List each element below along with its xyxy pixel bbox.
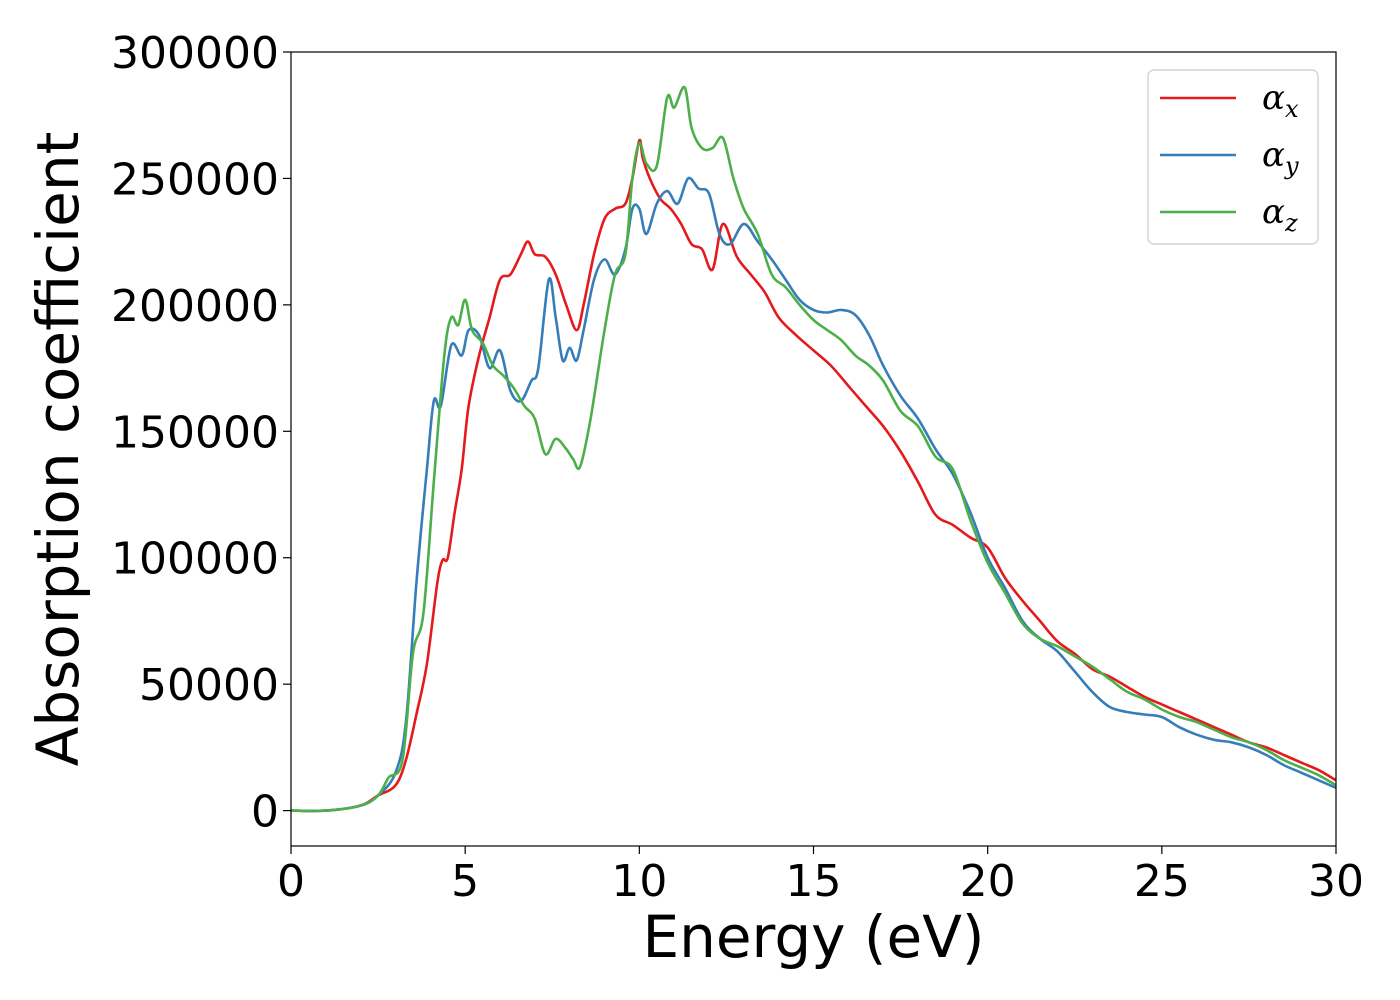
x-tick-label: 25 [1134, 856, 1190, 907]
x-tick-label: 0 [277, 856, 305, 907]
x-tick-label: 30 [1308, 856, 1364, 907]
series-layer [290, 85, 1337, 813]
x-axis-ticks: 0 5 10 15 20 25 30 [277, 846, 1364, 907]
y-tick-label: 150000 [111, 407, 279, 458]
series-line-y [290, 176, 1337, 813]
y-tick-label: 100000 [111, 534, 279, 585]
x-tick-label: 5 [451, 856, 479, 907]
y-tick-label: 250000 [111, 154, 279, 205]
y-tick-label: 50000 [139, 660, 279, 711]
x-tick-label: 20 [960, 856, 1016, 907]
legend-label: αz [1262, 192, 1298, 237]
series-line-x [290, 138, 1337, 813]
y-tick-label: 200000 [111, 281, 279, 332]
x-tick-label: 15 [786, 856, 842, 907]
y-axis-label: Absorption coefficient [24, 132, 92, 767]
x-axis-label: Energy (eV) [642, 903, 984, 971]
y-tick-label: 0 [251, 787, 279, 838]
y-axis-ticks: 0 50000 100000 150000 200000 250000 300000 [111, 28, 291, 838]
y-tick-label: 300000 [111, 28, 279, 79]
legend-item-z: αz [1160, 192, 1298, 237]
x-tick-label: 10 [611, 856, 667, 907]
legend-box [1147, 69, 1319, 245]
series-line-z [290, 85, 1337, 813]
